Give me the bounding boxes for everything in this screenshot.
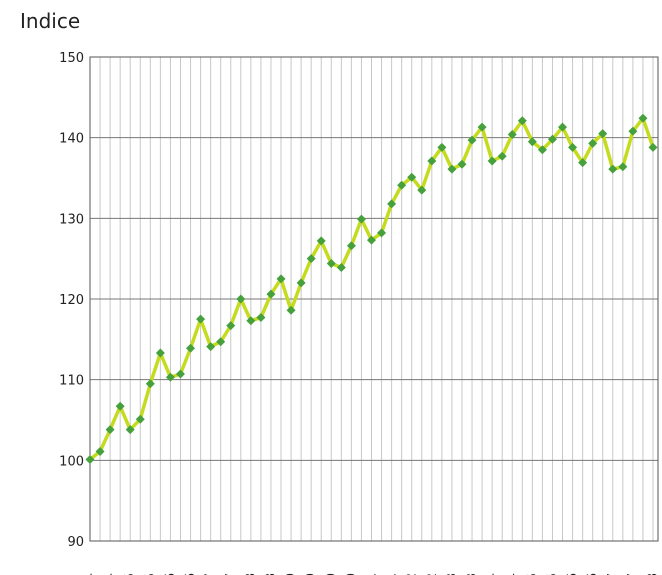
- x-tick-label: .13: [465, 573, 480, 575]
- data-point: [648, 142, 658, 152]
- data-point: [578, 158, 588, 168]
- data-point: [487, 156, 497, 166]
- x-tick-label: .11: [385, 573, 400, 575]
- x-tick-label: .08: [244, 573, 259, 575]
- data-point: [85, 455, 95, 465]
- data-point: [115, 401, 125, 411]
- data-point: [497, 151, 507, 161]
- y-tick-label: 110: [59, 374, 84, 389]
- x-tick-label: .15: [545, 573, 560, 575]
- data-point: [367, 235, 376, 245]
- x-tick-label: .05: [143, 573, 158, 575]
- data-point: [618, 162, 628, 172]
- x-tick-label: .12: [405, 573, 420, 575]
- data-point: [196, 314, 206, 324]
- x-tick-label: .16: [586, 573, 601, 575]
- data-point: [477, 122, 487, 132]
- data-point: [125, 425, 135, 435]
- y-tick-label: 150: [59, 51, 84, 66]
- chart-title: Indice: [20, 9, 80, 33]
- data-point: [336, 263, 346, 273]
- data-point: [145, 379, 155, 389]
- data-point: [296, 278, 306, 288]
- data-point: [457, 159, 467, 169]
- data-point: [216, 337, 226, 347]
- data-point: [316, 236, 326, 246]
- data-point: [186, 343, 196, 353]
- data-point: [447, 164, 457, 174]
- x-tick-label: .05: [123, 573, 138, 575]
- data-point: [377, 228, 387, 238]
- data-point: [105, 425, 115, 435]
- data-point: [517, 116, 527, 126]
- data-point: [598, 129, 608, 139]
- data-point: [95, 446, 105, 456]
- x-tick-label: .17: [626, 573, 641, 575]
- data-point: [547, 134, 557, 144]
- data-point: [326, 259, 336, 269]
- x-tick-label: .14: [485, 573, 500, 575]
- data-point: [286, 305, 296, 315]
- x-tick-label: .11: [365, 573, 380, 575]
- x-tick-label: .18: [646, 573, 661, 575]
- x-tick-label: .09: [284, 573, 299, 575]
- x-tick-label: .14: [505, 573, 520, 575]
- y-tick-label: 140: [59, 132, 84, 147]
- data-point: [206, 342, 216, 352]
- x-tick-label: .04: [103, 573, 118, 575]
- data-point: [276, 274, 286, 284]
- x-tick-label: .08: [264, 573, 279, 575]
- plot-frame: [89, 56, 659, 542]
- x-tick-label: .17: [606, 573, 621, 575]
- data-point: [165, 372, 175, 382]
- data-point: [236, 294, 246, 304]
- data-point: [507, 129, 517, 139]
- x-tick-label: .06: [163, 573, 178, 575]
- data-point: [527, 137, 537, 147]
- x-tick-label: .06: [184, 573, 199, 575]
- data-point: [437, 142, 447, 152]
- x-tick-label: .15: [525, 573, 540, 575]
- data-point: [356, 214, 366, 224]
- data-point: [256, 313, 266, 323]
- y-tick-label: 100: [59, 454, 84, 469]
- data-point: [417, 185, 427, 195]
- data-point: [155, 348, 165, 358]
- x-tick-label: .16: [566, 573, 581, 575]
- x-tick-label: .07: [204, 573, 219, 575]
- data-point: [427, 156, 437, 166]
- data-point: [387, 199, 397, 209]
- data-point: [467, 135, 477, 145]
- y-tick-label: 120: [59, 293, 84, 308]
- data-point: [558, 122, 568, 132]
- x-tick-label: .04: [83, 573, 98, 575]
- data-point: [397, 180, 407, 190]
- data-point: [638, 113, 648, 123]
- data-point: [175, 369, 185, 379]
- x-tick-label: .10: [324, 573, 339, 575]
- data-point: [246, 316, 256, 326]
- data-point: [568, 142, 578, 152]
- data-point: [588, 138, 598, 148]
- data-point: [346, 241, 356, 251]
- y-tick-label: 130: [59, 212, 84, 227]
- data-point: [306, 254, 316, 264]
- data-point: [226, 321, 236, 331]
- x-tick-label: .13: [445, 573, 460, 575]
- data-point: [628, 126, 638, 136]
- data-point: [608, 164, 618, 174]
- x-tick-label: .10: [344, 573, 359, 575]
- x-tick-label: .12: [425, 573, 440, 575]
- y-tick-label: 90: [67, 535, 84, 550]
- data-point: [407, 172, 417, 182]
- data-point: [135, 414, 145, 424]
- data-point: [266, 289, 276, 299]
- data-point: [537, 145, 547, 155]
- x-tick-label: .09: [304, 573, 319, 575]
- x-tick-label: .07: [224, 573, 239, 575]
